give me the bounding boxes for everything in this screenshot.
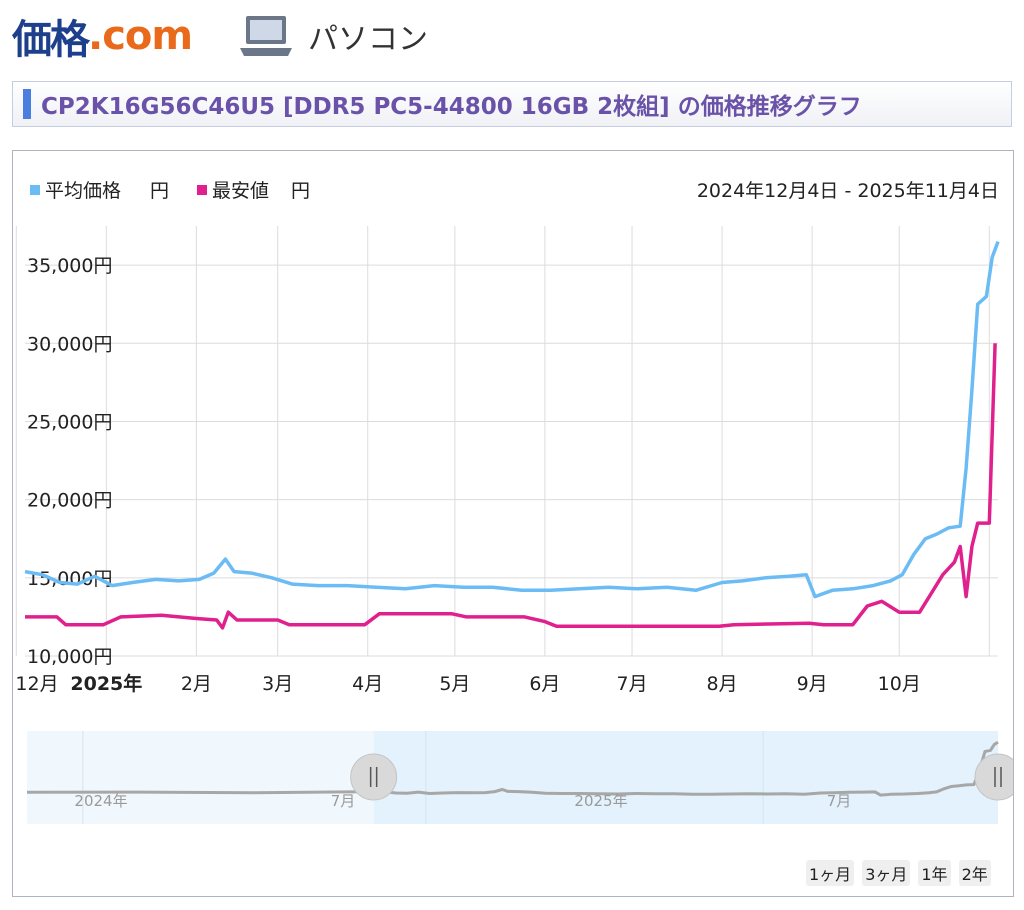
x-tick-label: 2025年	[70, 672, 142, 695]
x-tick-label: 9月	[797, 673, 828, 695]
logo-text: 価格	[12, 17, 90, 63]
navigator-label: 2024年	[74, 792, 127, 810]
range-button-1-month[interactable]: 1ヶ月	[806, 860, 855, 886]
navigator-label: 7月	[827, 792, 852, 810]
range-selector: 1ヶ月 3ヶ月 1年 2年	[806, 860, 991, 886]
x-tick-label: 7月	[616, 673, 647, 695]
range-button-3-months[interactable]: 3ヶ月	[862, 860, 911, 886]
x-tick-label: 8月	[707, 673, 738, 695]
legend-swatch-average	[30, 185, 40, 195]
price-history-chart[interactable]: 10,000円 15,000円 20,000円 25,000円 30,000円 35,00…	[13, 151, 1022, 896]
title-accent-bar	[23, 89, 31, 119]
category-link[interactable]: パソコン	[238, 14, 428, 58]
navigator-label: 2025年	[574, 792, 627, 810]
navigator-selection	[373, 731, 998, 824]
legend-label-lowest: 最安値	[212, 180, 269, 202]
kakaku-logo[interactable]: 価格 .com	[12, 8, 193, 64]
range-button-2-years[interactable]: 2年	[958, 860, 991, 886]
page-title-bar: CP2K16G56C46U5 [DDR5 PC5-44800 16GB 2枚組]…	[12, 81, 1012, 127]
page-title: CP2K16G56C46U5 [DDR5 PC5-44800 16GB 2枚組]…	[41, 94, 862, 120]
range-navigator[interactable]: 2024年 7月 2025年 7月	[26, 731, 1022, 824]
y-tick-label: 25,000円	[27, 411, 112, 433]
x-tick-label: 3月	[262, 673, 293, 695]
lowest-price-line	[25, 343, 997, 630]
average-price-line	[24, 240, 1000, 599]
category-label: パソコン	[308, 22, 428, 57]
y-tick-label: 10,000円	[27, 646, 112, 668]
y-tick-label: 35,000円	[27, 255, 112, 277]
x-tick-label: 5月	[439, 673, 470, 695]
y-tick-label: 30,000円	[27, 333, 112, 355]
navigator-left-handle[interactable]	[350, 753, 398, 801]
navigator-label: 7月	[331, 792, 356, 810]
x-tick-label: 12月	[15, 673, 58, 695]
legend-unit-average: 円	[150, 180, 169, 202]
legend-unit-lowest: 円	[291, 180, 310, 202]
x-tick-label: 10月	[878, 673, 921, 695]
laptop-icon	[240, 16, 292, 56]
x-tick-label: 6月	[529, 673, 560, 695]
date-range-label: 2024年12月4日 - 2025年11月4日	[697, 180, 999, 202]
range-button-1-year[interactable]: 1年	[918, 860, 951, 886]
y-tick-label: 20,000円	[27, 490, 112, 512]
navigator-line	[26, 740, 999, 797]
x-tick-label: 4月	[352, 673, 383, 695]
x-tick-label: 2月	[181, 673, 212, 695]
logo-dotcom: .com	[88, 13, 193, 59]
price-chart-panel: 10,000円 15,000円 20,000円 25,000円 30,000円 35,00…	[12, 150, 1022, 897]
legend-label-average: 平均価格	[45, 180, 121, 202]
legend-swatch-lowest	[197, 185, 207, 195]
y-tick-label: 15,000円	[27, 568, 112, 590]
